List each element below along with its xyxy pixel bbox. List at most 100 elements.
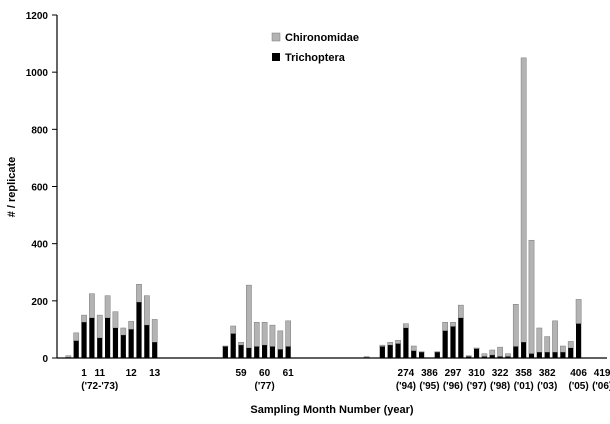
bar-trichoptera bbox=[395, 343, 401, 358]
bar-chironomidae bbox=[395, 340, 401, 344]
x-tick-label: 11 bbox=[94, 368, 105, 379]
bar-trichoptera bbox=[513, 346, 519, 358]
bar-trichoptera bbox=[269, 346, 276, 358]
bar-trichoptera bbox=[466, 356, 472, 358]
bar-chironomidae bbox=[403, 323, 409, 329]
x-tick-label: 322 bbox=[492, 368, 509, 379]
bar-chironomidae bbox=[269, 324, 276, 347]
bar-chironomidae bbox=[246, 284, 252, 349]
bar-trichoptera bbox=[81, 322, 87, 358]
x-tick-label: ('05) bbox=[569, 381, 589, 392]
x-tick-label: ('95) bbox=[419, 381, 439, 392]
bar-chironomidae bbox=[136, 284, 142, 303]
bar-trichoptera bbox=[560, 352, 566, 358]
bar-chironomidae bbox=[112, 311, 119, 329]
bar-chironomidae bbox=[387, 342, 394, 346]
bar-trichoptera bbox=[536, 352, 542, 358]
y-tick-label: 0 bbox=[42, 354, 48, 365]
bar-trichoptera bbox=[144, 325, 150, 358]
bar-trichoptera bbox=[473, 348, 480, 358]
x-tick-label: ('06) bbox=[592, 381, 610, 392]
bar-trichoptera bbox=[521, 342, 527, 358]
bar-trichoptera bbox=[419, 352, 425, 358]
bar-chironomidae bbox=[285, 320, 291, 347]
x-tick-label: ('96) bbox=[443, 381, 463, 392]
legend-swatch-chironomidae bbox=[271, 32, 281, 42]
bar-trichoptera bbox=[262, 345, 268, 358]
bar-trichoptera bbox=[136, 302, 142, 358]
bar-trichoptera bbox=[552, 352, 558, 358]
bar-trichoptera bbox=[497, 356, 503, 358]
bar-chironomidae bbox=[144, 295, 150, 326]
bar-chironomidae bbox=[89, 293, 95, 319]
x-tick-label: 310 bbox=[468, 368, 485, 379]
x-tick-label: 382 bbox=[539, 368, 556, 379]
x-tick-label: ('01) bbox=[514, 381, 534, 392]
bar-chironomidae bbox=[120, 327, 127, 336]
bar-chironomidae bbox=[222, 345, 229, 347]
x-tick-label: 386 bbox=[421, 368, 438, 379]
bar-trichoptera bbox=[544, 352, 550, 358]
bar-chironomidae bbox=[261, 322, 268, 346]
x-tick-label: 1 bbox=[81, 368, 87, 379]
bar-trichoptera bbox=[222, 346, 228, 358]
bar-chironomidae bbox=[450, 322, 456, 327]
bar-trichoptera bbox=[120, 335, 126, 358]
x-tick-label: ('72-'73) bbox=[81, 381, 118, 392]
y-tick-label: 800 bbox=[31, 125, 48, 136]
bar-chironomidae bbox=[497, 346, 503, 357]
bar-trichoptera bbox=[434, 352, 440, 358]
bar-trichoptera bbox=[528, 353, 535, 358]
y-axis-title: # / replicate bbox=[6, 157, 18, 218]
bar-trichoptera bbox=[238, 345, 244, 358]
x-tick-label: 59 bbox=[235, 368, 247, 379]
y-tick-label: 200 bbox=[31, 297, 48, 308]
bar-trichoptera bbox=[411, 350, 417, 358]
bar-trichoptera bbox=[97, 337, 103, 358]
bar-chironomidae bbox=[560, 345, 566, 353]
x-tick-label: 406 bbox=[570, 368, 587, 379]
bar-trichoptera bbox=[489, 355, 495, 358]
bar-trichoptera bbox=[105, 317, 111, 358]
bar-chironomidae bbox=[65, 355, 72, 358]
bar-trichoptera bbox=[254, 346, 260, 358]
legend-label-chironomidae: Chironomidae bbox=[285, 32, 359, 44]
bar-trichoptera bbox=[89, 317, 95, 358]
bar-trichoptera bbox=[277, 349, 283, 358]
bar-chironomidae bbox=[442, 322, 448, 332]
bar-chironomidae bbox=[238, 342, 244, 346]
y-tick-label: 1000 bbox=[26, 68, 49, 79]
bar-chironomidae bbox=[253, 322, 260, 347]
bar-trichoptera bbox=[442, 330, 448, 358]
bar-trichoptera bbox=[285, 346, 291, 358]
bar-trichoptera bbox=[458, 317, 464, 358]
x-axis-ticks: 1 11('72-'73)12 13 59 60('77)61 274('94)386('… bbox=[81, 368, 610, 392]
bars-layer bbox=[65, 57, 582, 358]
bar-trichoptera bbox=[481, 356, 487, 358]
bar-trichoptera bbox=[568, 347, 574, 358]
bar-trichoptera bbox=[230, 333, 236, 358]
bar-chironomidae bbox=[567, 341, 574, 349]
bar-chironomidae bbox=[151, 319, 158, 343]
bar-chironomidae bbox=[277, 330, 284, 350]
bar-chironomidae bbox=[575, 299, 582, 324]
bar-trichoptera bbox=[387, 345, 393, 358]
x-tick-label: 274 bbox=[398, 368, 415, 379]
bar-chironomidae bbox=[410, 345, 417, 352]
bar-chironomidae bbox=[520, 57, 527, 343]
bar-chironomidae bbox=[505, 353, 511, 357]
bar-chironomidae bbox=[379, 344, 386, 347]
bar-trichoptera bbox=[152, 342, 158, 358]
bar-chironomidae bbox=[528, 239, 535, 354]
bar-trichoptera bbox=[505, 356, 511, 358]
y-tick-label: 400 bbox=[31, 240, 48, 251]
bar-chironomidae bbox=[73, 332, 80, 342]
legend-label-trichoptera: Trichoptera bbox=[285, 52, 346, 64]
x-axis-title: Sampling Month Number (year) bbox=[250, 404, 414, 416]
bar-chironomidae bbox=[552, 320, 558, 353]
bar-trichoptera bbox=[403, 327, 409, 358]
bar-chironomidae bbox=[363, 356, 370, 358]
bar-chironomidae bbox=[434, 351, 441, 353]
x-tick-label: ('98) bbox=[490, 381, 510, 392]
